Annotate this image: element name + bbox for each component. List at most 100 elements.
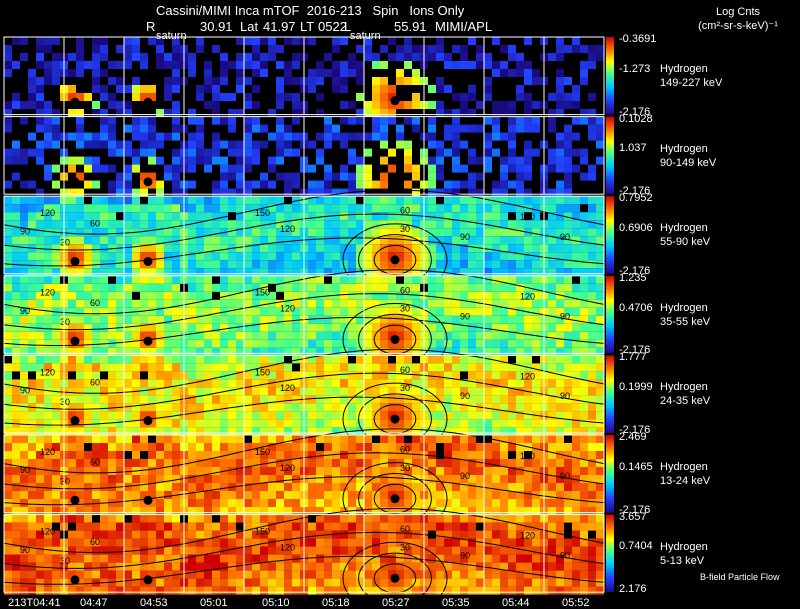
- spectrogram-cell: [20, 475, 28, 483]
- spectrogram-cell: [44, 268, 52, 277]
- spectrogram-cell: [484, 554, 492, 563]
- spectrogram-cell: [516, 483, 524, 491]
- spectrogram-cell: [252, 427, 260, 436]
- spectrogram-cell: [556, 268, 564, 277]
- spectrogram-cell: [404, 164, 412, 173]
- spectrogram-cell: [156, 37, 164, 45]
- spectrogram-cell: [516, 355, 524, 364]
- spectrogram-cell: [268, 323, 276, 332]
- spectrogram-cell: [516, 252, 524, 261]
- spectrogram-cell: [372, 451, 380, 459]
- spectrogram-cell: [36, 148, 44, 157]
- spectrogram-cell: [356, 483, 364, 491]
- spectrogram-cell: [252, 236, 260, 245]
- spectrogram-cell: [220, 355, 228, 364]
- spectrogram-cell: [20, 570, 28, 579]
- spectrogram-cell: [20, 156, 28, 165]
- spectrogram-cell: [388, 283, 396, 292]
- spectrogram-cell: [196, 586, 204, 595]
- contour-label: 120: [40, 288, 55, 298]
- spectrogram-cell: [396, 522, 404, 531]
- spectrogram-cell: [348, 499, 356, 507]
- spectrogram-cell: [436, 299, 444, 308]
- spectrogram-cell: [44, 530, 52, 539]
- spectrogram-cell: [388, 419, 396, 428]
- spectrogram-cell: [148, 395, 156, 404]
- spectrogram-cell: [484, 578, 492, 587]
- spectrogram-cell: [36, 443, 44, 451]
- spectrogram-cell: [588, 45, 596, 53]
- spectrogram-cell: [164, 268, 172, 277]
- spectrogram-cell: [292, 507, 300, 515]
- spectrogram-cell: [236, 554, 244, 563]
- spectrogram-cell: [356, 451, 364, 459]
- spectrogram-cell: [4, 61, 12, 69]
- spectrogram-cell: [324, 491, 332, 499]
- spectrogram-cell: [252, 491, 260, 499]
- spectrogram-cell: [564, 443, 572, 451]
- spectrogram-cell: [388, 530, 396, 539]
- spectrogram-cell: [164, 514, 172, 523]
- spectrogram-cell: [204, 236, 212, 245]
- spectrogram-cell: [332, 387, 340, 396]
- spectrogram-cell: [548, 483, 556, 491]
- spectrogram-cell: [388, 443, 396, 451]
- spectrogram-cell: [36, 578, 44, 587]
- spectrogram-cell: [68, 291, 76, 300]
- spectrogram-cell: [396, 507, 404, 515]
- spectrogram-cell: [100, 570, 108, 579]
- spectrogram-cell: [20, 252, 28, 261]
- spectrogram-cell: [164, 53, 172, 61]
- spectrogram-cell: [108, 538, 116, 547]
- spectrogram-cell: [500, 514, 508, 523]
- spectrogram-cell: [252, 538, 260, 547]
- spectrogram-cell: [460, 546, 468, 555]
- spectrogram-cell: [508, 538, 516, 547]
- spectrogram-cell: [132, 379, 140, 388]
- spectrogram-cell: [548, 299, 556, 308]
- spectrogram-cell: [4, 69, 12, 77]
- spectrogram-cell: [372, 252, 380, 261]
- spectrogram-cell: [284, 530, 292, 539]
- contour-label: 90: [560, 471, 570, 481]
- spectrogram-cell: [436, 172, 444, 181]
- spectrogram-cell: [284, 283, 292, 292]
- spectrogram-cell: [596, 507, 604, 515]
- spectrogram-cell: [492, 491, 500, 499]
- spectrogram-cell: [308, 69, 316, 77]
- spectrogram-cell: [340, 61, 348, 69]
- spectrogram-cell: [308, 530, 316, 539]
- spectrogram-cell: [452, 196, 460, 205]
- spectrogram-cell: [444, 554, 452, 563]
- contour-label: 60: [400, 445, 410, 455]
- spectrogram-cell: [516, 570, 524, 579]
- spectrogram-cell: [252, 299, 260, 308]
- spectrogram-cell: [68, 307, 76, 316]
- spectrogram-cell: [532, 244, 540, 253]
- spectrogram-cell: [108, 371, 116, 380]
- spectrogram-cell: [140, 244, 148, 253]
- spectrogram-cell: [68, 562, 76, 571]
- spectrogram-cell: [428, 363, 436, 372]
- spectrogram-cell: [52, 140, 60, 149]
- spectrogram-cell: [372, 53, 380, 61]
- spectrogram-cell: [284, 411, 292, 420]
- contour-label: 90: [460, 391, 470, 401]
- spectrogram-cell: [100, 514, 108, 523]
- spectrogram-cell: [364, 228, 372, 237]
- spectrogram-cell: [20, 291, 28, 300]
- spectrogram-cell: [92, 204, 100, 213]
- spectrogram-cell: [556, 355, 564, 364]
- spectrogram-cell: [76, 307, 84, 316]
- spectrogram-cell: [276, 499, 284, 507]
- spectrogram-cell: [364, 180, 372, 189]
- spectrogram-cell: [36, 379, 44, 388]
- spectrogram-cell: [364, 554, 372, 563]
- spectrogram-cell: [580, 522, 588, 531]
- spectrogram-cell: [324, 427, 332, 436]
- spectrogram-cell: [212, 196, 220, 205]
- spectrogram-cell: [308, 443, 316, 451]
- spectrogram-cell: [84, 212, 92, 221]
- pitch-angle-contour: [342, 541, 448, 609]
- spectrogram-cell: [292, 467, 300, 475]
